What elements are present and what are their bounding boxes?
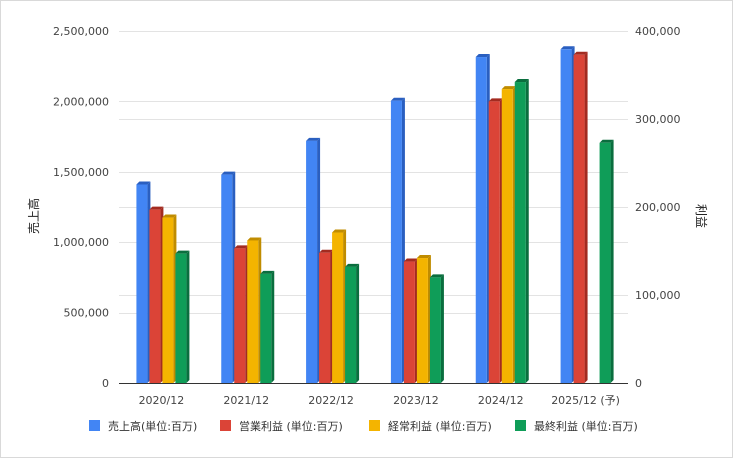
bar-top — [573, 51, 588, 55]
bar — [319, 252, 331, 383]
bars — [136, 46, 614, 384]
bar-top — [162, 214, 177, 218]
left-tick-label: 1,000,000 — [53, 236, 109, 249]
legend-label: 売上高(単位:百万) — [108, 419, 197, 433]
bar — [306, 140, 318, 383]
right-tick-label: 100,000 — [635, 289, 681, 302]
category-label: 2024/12 — [478, 394, 524, 407]
bar-top — [234, 245, 249, 249]
right-tick-label: 400,000 — [635, 25, 681, 38]
legend-label: 最終利益 (単位:百万) — [534, 419, 638, 433]
legend-swatch — [220, 420, 231, 431]
bar — [488, 101, 500, 384]
category-label: 2023/12 — [393, 394, 439, 407]
bar — [560, 49, 572, 383]
legend-swatch — [89, 420, 100, 431]
bar-top — [319, 249, 334, 253]
bar-top — [403, 258, 418, 262]
legend-swatch — [369, 420, 380, 431]
bar — [136, 184, 148, 383]
bar-top — [599, 139, 614, 143]
bar-top — [221, 171, 236, 175]
bar-side — [186, 250, 190, 383]
left-tick-label: 1,500,000 — [53, 166, 109, 179]
legend-label: 経常利益 (単位:百万) — [388, 419, 492, 433]
legend: 売上高(単位:百万) 営業利益 (単位:百万) 経常利益 (単位:百万) 最終利益 (… — [89, 419, 638, 433]
left-tick-label: 0 — [102, 377, 109, 390]
bar-top — [488, 98, 503, 102]
right-tick-label: 0 — [635, 377, 642, 390]
legend-swatch — [515, 420, 526, 431]
bar — [573, 54, 585, 383]
left-axis-title: 売上高 — [26, 198, 41, 234]
bar — [332, 232, 344, 383]
bar-top — [149, 206, 164, 210]
category-label: 2021/12 — [223, 394, 269, 407]
bar-top — [136, 181, 151, 185]
bar — [514, 82, 526, 383]
category-label: 2020/12 — [139, 394, 185, 407]
bar-top — [306, 137, 321, 141]
right-tick-label: 200,000 — [635, 201, 681, 214]
bar — [416, 258, 428, 383]
left-axis: 0 500,000 1,000,000 1,500,000 2,000,000 2,500… — [53, 25, 109, 390]
bar-top — [345, 263, 360, 267]
bar-top — [247, 237, 262, 241]
bar-top — [560, 46, 575, 50]
bar-side — [271, 270, 275, 383]
bar — [247, 240, 259, 383]
bar-top — [175, 250, 190, 254]
bar — [475, 57, 487, 383]
x-axis: 2020/12 2021/12 2022/12 2023/12 2024/12 2025/… — [119, 383, 628, 407]
bar-top — [332, 229, 347, 233]
bar-side — [440, 274, 444, 383]
bar — [175, 253, 187, 383]
category-label: 2022/12 — [308, 394, 354, 407]
bar — [429, 277, 441, 383]
bar-top — [475, 54, 490, 58]
legend-label: 営業利益 (単位:百万) — [239, 419, 343, 433]
bar-top — [429, 274, 444, 278]
bar — [221, 174, 233, 383]
left-tick-label: 2,000,000 — [53, 95, 109, 108]
bar — [390, 100, 402, 384]
bar — [403, 261, 415, 383]
bar-side — [356, 263, 360, 383]
bar — [345, 266, 357, 383]
right-tick-label: 300,000 — [635, 113, 681, 126]
bar-top — [501, 86, 516, 90]
bar-side — [584, 51, 588, 383]
bar-top — [260, 270, 275, 274]
bar — [501, 89, 513, 383]
left-tick-label: 2,500,000 — [53, 25, 109, 38]
bar-top — [390, 97, 405, 101]
bar — [149, 209, 161, 383]
bar-side — [610, 139, 614, 383]
bar — [599, 142, 611, 383]
bar — [162, 217, 174, 383]
bar — [234, 248, 246, 383]
left-tick-label: 500,000 — [64, 307, 110, 320]
bar-top — [514, 79, 529, 83]
category-label: 2025/12 (予) — [551, 394, 620, 407]
gridlines — [119, 31, 628, 314]
bar-top — [416, 255, 431, 259]
bar-side — [525, 79, 529, 383]
right-axis: 0 100,000 200,000 300,000 400,000 — [635, 25, 681, 390]
right-axis-title: 利益 — [694, 204, 708, 228]
bar — [260, 273, 272, 383]
